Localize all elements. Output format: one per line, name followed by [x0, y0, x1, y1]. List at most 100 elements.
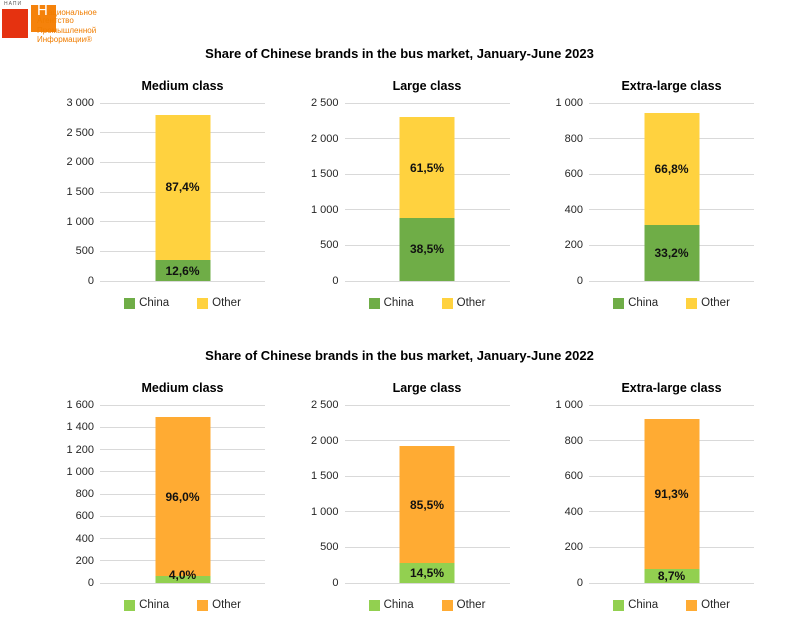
- logo-line-3: Промышленной: [37, 25, 97, 35]
- y-axis-tick-label: 500: [320, 541, 339, 554]
- other-percent-label: 61,5%: [409, 160, 445, 175]
- y-axis-tick-label: 200: [564, 239, 583, 252]
- y-axis-tick-label: 2 000: [310, 434, 339, 447]
- legend-label: China: [139, 297, 170, 309]
- legend-swatch-other: [441, 599, 453, 611]
- legend-item-other: Other: [441, 297, 485, 309]
- logo-mini-text: НАПИ: [4, 1, 23, 7]
- gridline: [100, 404, 265, 406]
- gridline: [344, 102, 510, 104]
- y-axis-tick-label: 1 000: [66, 215, 94, 228]
- bar-segment-other: [644, 419, 699, 569]
- y-axis-tick-label: 0: [332, 275, 339, 287]
- chart-panel: Medium class 3 000 2 500 2 000 1 500 1 000 500…: [50, 79, 265, 309]
- charts-row: Medium class 1 600 1 400 1 200 1 000 800 600 40…: [50, 381, 754, 611]
- logo-line-2: Агентство: [37, 16, 74, 25]
- y-axis-tick-label: 1 500: [310, 168, 339, 181]
- gridline: [344, 440, 510, 442]
- legend-item-other: Other: [197, 297, 241, 309]
- legend: China Other: [100, 599, 265, 611]
- y-axis-tick-label: 600: [564, 470, 583, 483]
- legend-label: Other: [456, 599, 486, 611]
- logo-text: Национальное Агентство Промышленной Инфо…: [37, 3, 97, 45]
- other-percent-label: 85,5%: [409, 497, 445, 512]
- logo-red-square: [2, 9, 28, 38]
- y-axis-tick-label: 1 500: [66, 186, 94, 198]
- y-axis-labels: 1 600 1 400 1 200 1 000 800 600 400 200 0: [50, 399, 100, 589]
- y-axis-tick-label: 2 500: [66, 126, 94, 139]
- gridline: [344, 404, 510, 406]
- y-axis-tick-label: 600: [75, 510, 94, 523]
- y-axis-tick-label: 400: [75, 532, 94, 545]
- y-axis-tick-label: 0: [87, 577, 94, 589]
- y-axis-tick-label: 200: [75, 554, 94, 567]
- bar-segment-other: [399, 446, 455, 564]
- chart-area: 2 500 2 000 1 500 1 000 500 0 38,5% 61,5%: [295, 97, 510, 287]
- legend-item-china: China: [613, 599, 658, 611]
- chart-panel: Extra-large class 1 000 800 600 400 200 0 8,7% 9…: [539, 381, 754, 611]
- bar-segment-other: [155, 114, 210, 261]
- china-percent-label: 38,5%: [409, 242, 445, 257]
- gridline: [589, 280, 754, 282]
- china-percent-label: 8,7%: [657, 568, 686, 583]
- bar-segment-china: [155, 576, 210, 583]
- y-axis-tick-label: 1 000: [555, 97, 583, 109]
- other-percent-label: 66,8%: [654, 161, 689, 176]
- legend-label: China: [628, 297, 659, 309]
- y-axis-tick-label: 1 000: [66, 465, 94, 478]
- plot-area: 38,5% 61,5%: [344, 102, 510, 282]
- y-axis-tick-label: 1 000: [555, 399, 583, 411]
- y-axis-tick-label: 0: [332, 577, 339, 589]
- y-axis-labels: 3 000 2 500 2 000 1 500 1 000 500 0: [50, 97, 100, 287]
- legend: China Other: [589, 297, 754, 309]
- logo-line-1: Национальное: [37, 3, 97, 18]
- legend-label: Other: [701, 297, 730, 309]
- y-axis-tick-label: 1 000: [310, 203, 339, 216]
- legend-item-china: China: [124, 599, 169, 611]
- logo-line-1-rest: ациональное: [47, 8, 97, 17]
- legend-item-other: Other: [197, 599, 241, 611]
- section-title: Share of Chinese brands in the bus marke…: [205, 348, 594, 363]
- legend-label: China: [139, 599, 170, 611]
- stacked-bar: 33,2% 66,8%: [644, 112, 699, 281]
- legend-item-china: China: [124, 297, 169, 309]
- y-axis-tick-label: 1 400: [66, 421, 94, 434]
- y-axis-tick-label: 800: [564, 434, 583, 447]
- plot-area: 8,7% 91,3%: [589, 404, 754, 584]
- y-axis-tick-label: 1 500: [310, 470, 339, 483]
- gridline: [100, 582, 265, 584]
- chart-area: 1 000 800 600 400 200 0 33,2% 66,8%: [539, 97, 754, 287]
- y-axis-labels: 2 500 2 000 1 500 1 000 500 0: [295, 97, 345, 287]
- legend-label: China: [628, 599, 659, 611]
- legend-swatch-china: [124, 297, 136, 309]
- legend: China Other: [345, 297, 510, 309]
- chart-area: 1 000 800 600 400 200 0 8,7% 91,3%: [539, 399, 754, 589]
- y-axis-tick-label: 1 000: [310, 505, 339, 518]
- chart-title: Large class: [392, 381, 462, 395]
- charts-row: Medium class 3 000 2 500 2 000 1 500 1 000 500…: [50, 79, 754, 309]
- y-axis-tick-label: 800: [564, 132, 583, 145]
- bar-segment-china: [399, 563, 455, 583]
- gridline: [344, 280, 510, 282]
- stacked-bar: 12,6% 87,4%: [155, 114, 210, 281]
- gridline: [100, 102, 265, 104]
- y-axis-tick-label: 0: [576, 275, 583, 287]
- legend-swatch-china: [368, 297, 380, 309]
- bar-segment-other: [644, 112, 699, 226]
- legend: China Other: [345, 599, 510, 611]
- y-axis-tick-label: 400: [564, 203, 583, 216]
- legend-label: China: [383, 599, 414, 611]
- gridline: [589, 404, 754, 406]
- legend-swatch-china: [124, 599, 136, 611]
- other-percent-label: 91,3%: [654, 487, 689, 502]
- legend-swatch-china: [613, 297, 625, 309]
- y-axis-tick-label: 1 600: [66, 399, 94, 411]
- legend-label: China: [383, 297, 414, 309]
- y-axis-tick-label: 400: [564, 505, 583, 518]
- y-axis-tick-label: 3 000: [66, 97, 94, 109]
- section-title: Share of Chinese brands in the bus marke…: [205, 46, 594, 61]
- chart-panel: Large class 2 500 2 000 1 500 1 000 500 0 14,5%…: [295, 381, 510, 611]
- legend-item-china: China: [368, 297, 414, 309]
- other-percent-label: 96,0%: [165, 489, 200, 504]
